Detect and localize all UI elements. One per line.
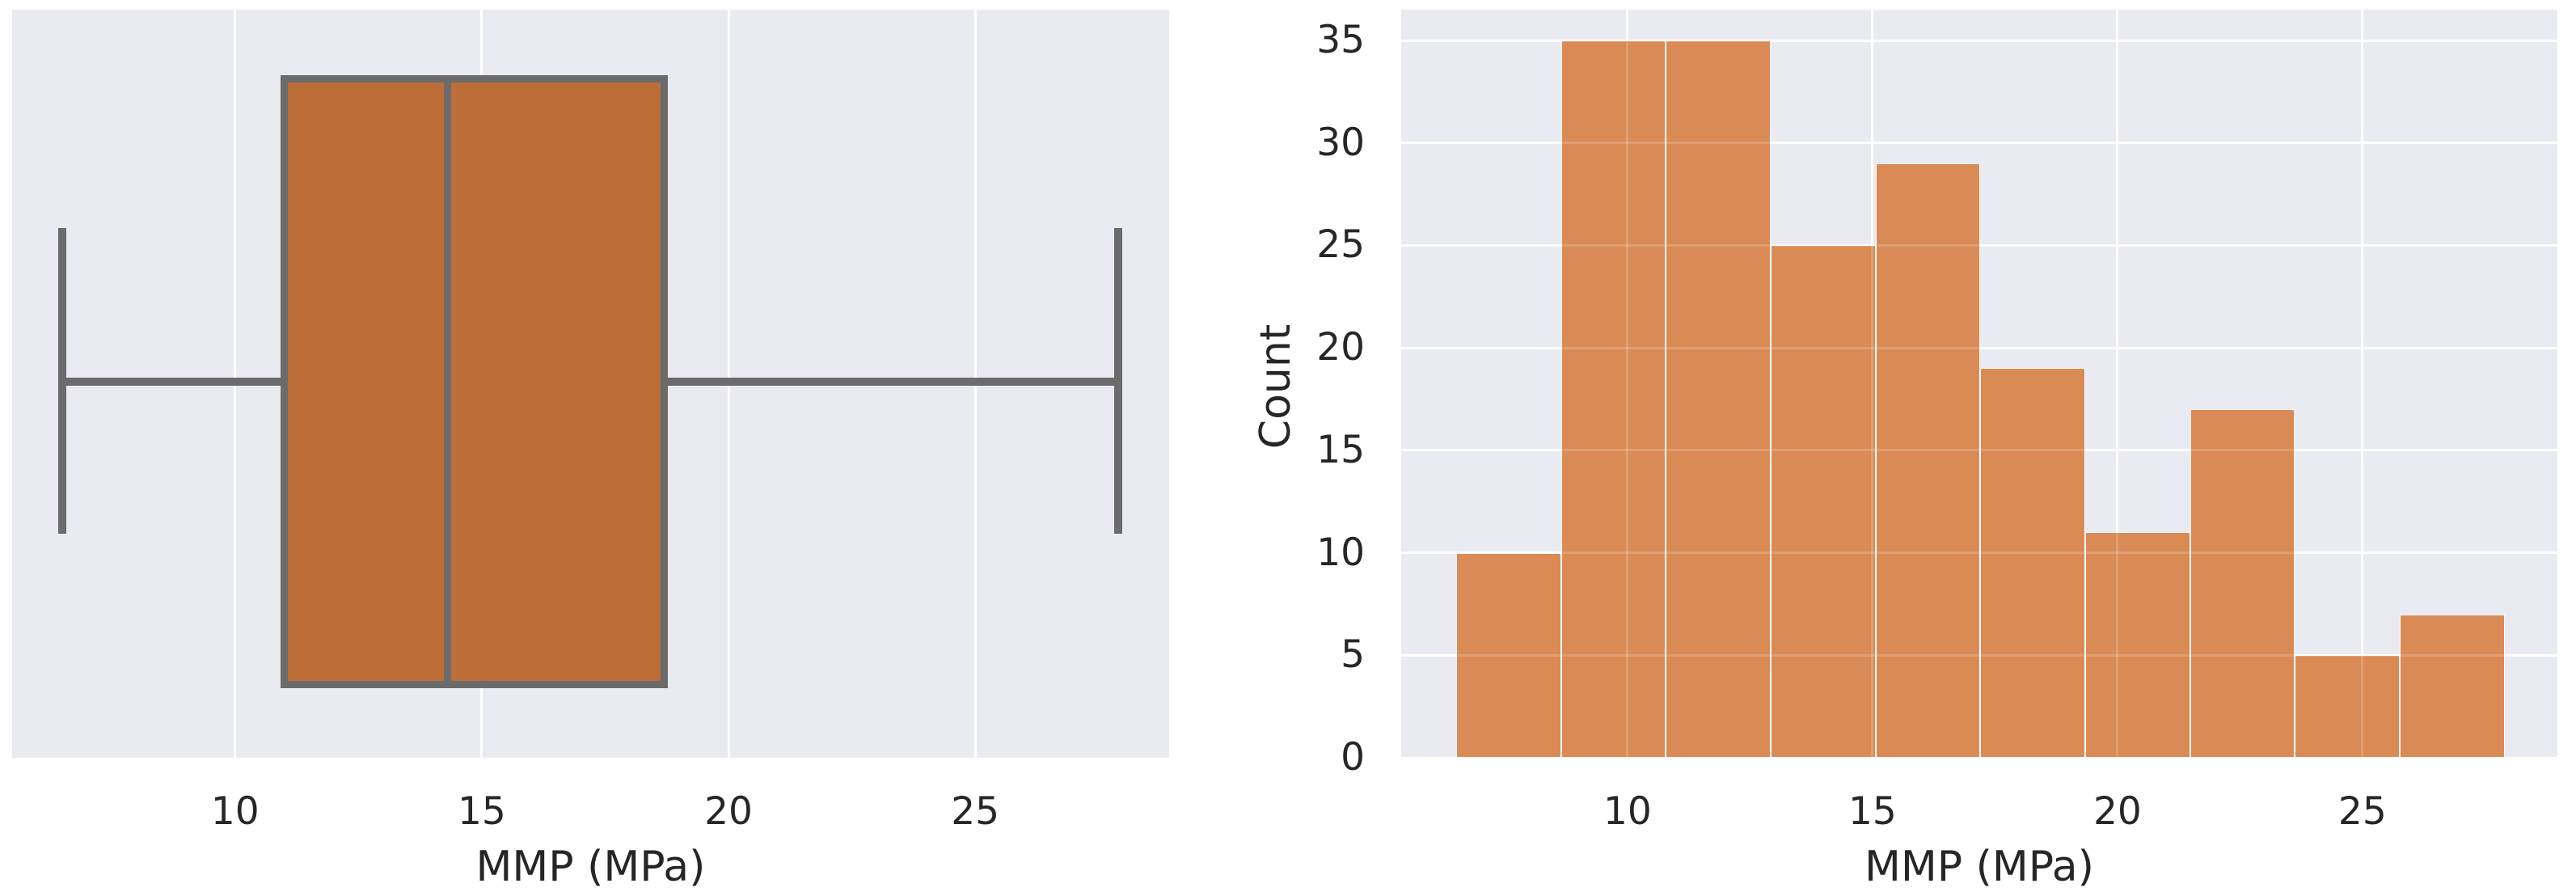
whisker-low-line: [62, 378, 285, 386]
grid-overlay-y-20: [1401, 346, 2557, 349]
grid-overlay-y-30: [1401, 142, 2557, 145]
histogram-bar: [1875, 163, 1981, 758]
boxplot-x-tick-10: 10: [210, 789, 260, 834]
histogram-y-tick-15: 15: [1316, 427, 1365, 472]
histogram-y-tick-10: 10: [1316, 530, 1365, 575]
histogram-y-tick-5: 5: [1341, 632, 1365, 678]
histogram-y-tick-20: 20: [1316, 325, 1365, 370]
gridline-y-30: [1401, 142, 2557, 145]
histogram-bar: [2295, 655, 2400, 758]
whisker-high-line: [664, 378, 1119, 386]
grid-overlay-y-25: [1401, 243, 2557, 247]
histogram-x-tick-25: 25: [2337, 789, 2387, 834]
grid-overlay-x-15: [1871, 10, 1874, 758]
histogram-bar: [1560, 40, 1666, 758]
grid-overlay-y-5: [1401, 653, 2557, 657]
histogram-y-tick-25: 25: [1316, 222, 1365, 268]
histogram-x-tick-15: 15: [1848, 789, 1897, 834]
median-line: [443, 75, 451, 688]
histogram-bar: [2190, 409, 2295, 758]
boxplot-x-axis-label: MMP (MPa): [475, 843, 706, 891]
histogram-bar: [1666, 40, 1771, 758]
histogram-bar: [1980, 368, 2085, 758]
boxplot-plot-area: [12, 10, 1169, 758]
histogram-y-tick-0: 0: [1341, 735, 1365, 780]
histogram-bar: [2399, 614, 2505, 758]
histogram-x-tick-10: 10: [1603, 789, 1652, 834]
grid-overlay-x-20: [2116, 10, 2119, 758]
histogram-y-tick-30: 30: [1316, 120, 1365, 165]
box-iqr: [281, 75, 669, 688]
histogram-bar: [1455, 552, 1561, 758]
histogram-bar: [2084, 532, 2190, 758]
boxplot-x-tick-25: 25: [951, 789, 1000, 834]
grid-overlay-y-10: [1401, 552, 2557, 555]
histogram-bar: [1770, 245, 1876, 758]
boxplot-x-tick-20: 20: [704, 789, 753, 834]
grid-overlay-x-25: [2361, 10, 2364, 758]
histogram-y-tick-35: 35: [1316, 18, 1365, 62]
gridline-x-20: [2116, 10, 2119, 758]
whisker-high-cap: [1114, 228, 1123, 535]
grid-overlay-y-35: [1401, 39, 2557, 42]
histogram-plot-area: [1401, 10, 2557, 758]
gridline-y-35: [1401, 39, 2557, 42]
histogram-x-tick-20: 20: [2092, 789, 2142, 834]
grid-overlay-y-0: [1401, 756, 2557, 758]
whisker-low-cap: [58, 228, 67, 535]
grid-overlay-y-15: [1401, 449, 2557, 452]
histogram-x-axis-label: MMP (MPa): [1864, 843, 2094, 891]
grid-overlay-x-10: [1626, 10, 1629, 758]
boxplot-x-tick-15: 15: [458, 789, 506, 834]
gridline-x-25: [2361, 10, 2364, 758]
